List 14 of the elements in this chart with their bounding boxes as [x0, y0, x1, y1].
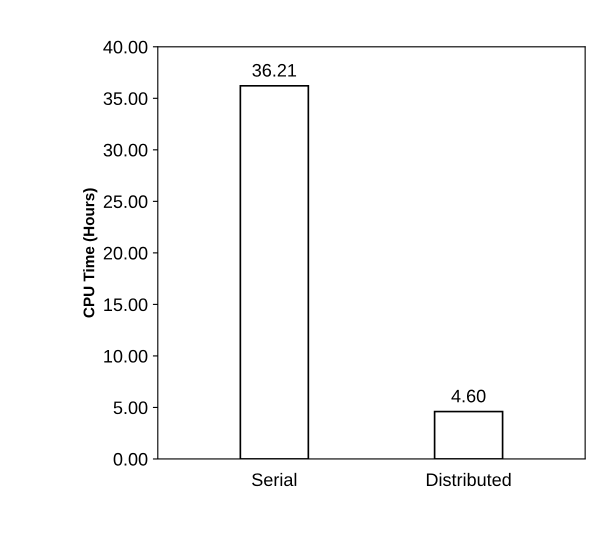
y-tick-label: 20.00: [104, 246, 148, 260]
data-label: 36.21: [252, 64, 296, 77]
data-label: 4.60: [451, 390, 486, 402]
y-tick-label: 25.00: [104, 195, 148, 208]
y-tick-label: 40.00: [103, 40, 148, 54]
y-tick-label: 10.00: [104, 350, 148, 363]
y-tick-label: 5.00: [114, 401, 148, 414]
y-tick-label: 35.00: [104, 92, 148, 106]
y-tick-label: 0.00: [114, 452, 148, 466]
x-tick-label: Serial: [252, 472, 296, 486]
y-tick-label: 30.00: [104, 144, 148, 157]
y-axis-title: CPU Time (Hours): [83, 188, 98, 318]
y-tick-label: 15.00: [104, 298, 148, 312]
x-tick-label: Distributed: [426, 472, 511, 486]
